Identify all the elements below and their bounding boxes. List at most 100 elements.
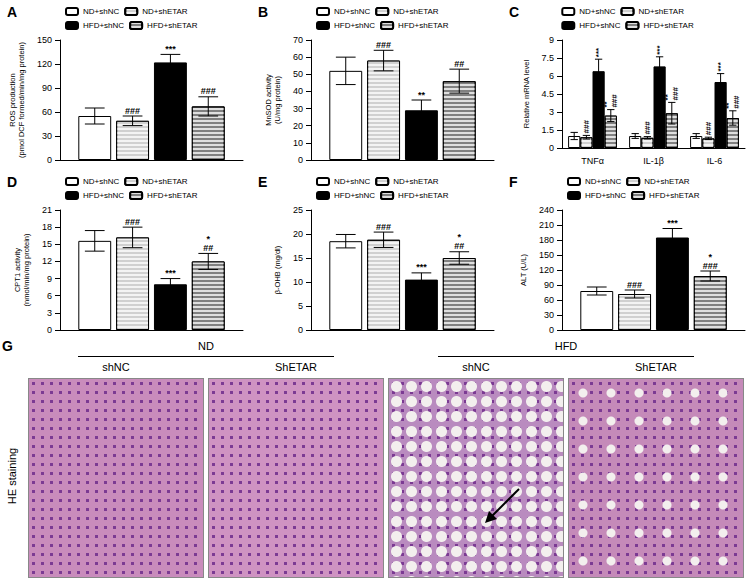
svg-text:##: ## (454, 241, 464, 251)
svg-text:150: 150 (539, 250, 554, 260)
svg-text:###: ### (125, 106, 140, 116)
svg-text:9: 9 (47, 274, 52, 284)
svg-text:IL-6: IL-6 (707, 156, 723, 166)
svg-text:ND+shETAR: ND+shETAR (142, 7, 188, 16)
svg-text:##: ## (203, 243, 213, 253)
svg-text:6: 6 (47, 291, 52, 301)
svg-text:10: 10 (293, 277, 303, 287)
svg-text:E: E (258, 174, 267, 190)
svg-text:HFD+shETAR: HFD+shETAR (147, 191, 198, 200)
svg-text:ND+shNC: ND+shNC (334, 177, 370, 186)
svg-text:A: A (7, 4, 17, 20)
svg-text:HFD+shNC: HFD+shNC (579, 21, 620, 30)
svg-text:HFD+shNC: HFD+shNC (585, 191, 626, 200)
svg-text:TNFα: TNFα (581, 156, 604, 166)
svg-text:HFD+shNC: HFD+shNC (334, 191, 375, 200)
svg-text:70: 70 (293, 35, 303, 45)
svg-text:ND+shNC: ND+shNC (83, 177, 119, 186)
svg-text:(U/mg protein): (U/mg protein) (273, 76, 282, 124)
svg-text:***: *** (416, 262, 427, 272)
svg-text:###: ### (643, 121, 652, 135)
svg-text:(nmol/min/mg protein): (nmol/min/mg protein) (22, 233, 31, 306)
svg-text:β-OHB (mg/dl): β-OHB (mg/dl) (273, 245, 282, 294)
svg-text:ND+shETAR: ND+shETAR (644, 177, 690, 186)
svg-text:3: 3 (47, 308, 52, 318)
svg-text:20: 20 (293, 229, 303, 239)
svg-text:15: 15 (42, 239, 52, 249)
svg-text:ND+shNC: ND+shNC (585, 177, 621, 186)
svg-text:20: 20 (293, 121, 303, 131)
svg-text:HFD+shETAR: HFD+shETAR (398, 191, 449, 200)
svg-text:***: *** (667, 218, 678, 228)
svg-text:0: 0 (298, 155, 303, 165)
svg-text:HFD+shNC: HFD+shNC (83, 191, 124, 200)
svg-text:HFD+shETAR: HFD+shETAR (147, 21, 198, 30)
svg-text:###: ### (732, 95, 741, 109)
svg-text:F: F (509, 174, 518, 190)
svg-text:0: 0 (549, 325, 554, 335)
svg-text:60: 60 (293, 52, 303, 62)
svg-text:0: 0 (47, 155, 52, 165)
svg-text:###: ### (125, 217, 140, 227)
svg-text:90: 90 (42, 83, 52, 93)
svg-text:C: C (509, 4, 519, 20)
svg-text:15: 15 (293, 253, 303, 263)
svg-text:18: 18 (42, 222, 52, 232)
svg-text:###: ### (610, 94, 619, 108)
svg-text:4.5: 4.5 (541, 89, 554, 99)
svg-text:150: 150 (37, 35, 52, 45)
svg-text:90: 90 (544, 280, 554, 290)
svg-text:CPT1 activity: CPT1 activity (13, 248, 22, 292)
svg-text:60: 60 (42, 107, 52, 117)
svg-text:D: D (7, 174, 17, 190)
svg-text:30: 30 (544, 310, 554, 320)
svg-text:###: ### (704, 121, 713, 135)
svg-text:7.5: 7.5 (541, 53, 554, 63)
svg-text:0: 0 (298, 325, 303, 335)
svg-text:***: *** (655, 45, 664, 55)
svg-text:HFD+shETAR: HFD+shETAR (398, 21, 449, 30)
svg-text:###: ### (376, 40, 391, 50)
svg-text:HFD+shETAR: HFD+shETAR (649, 191, 700, 200)
svg-text:0: 0 (549, 143, 554, 153)
svg-text:1.5: 1.5 (541, 125, 554, 135)
svg-text:MnSOD activity: MnSOD activity (264, 74, 273, 126)
svg-text:###: ### (671, 87, 680, 101)
svg-text:ND+shNC: ND+shNC (334, 7, 370, 16)
svg-text:40: 40 (293, 86, 303, 96)
svg-text:240: 240 (539, 205, 554, 215)
svg-text:**: ** (418, 90, 426, 100)
svg-text:30: 30 (42, 131, 52, 141)
svg-text:###: ### (376, 222, 391, 232)
svg-text:6: 6 (549, 71, 554, 81)
svg-text:3: 3 (549, 107, 554, 117)
svg-text:10: 10 (293, 138, 303, 148)
svg-text:IL-1β: IL-1β (643, 156, 664, 166)
svg-text:120: 120 (37, 59, 52, 69)
svg-text:###: ### (201, 86, 216, 96)
svg-text:ND+shETAR: ND+shETAR (639, 7, 685, 16)
svg-text:***: *** (165, 44, 176, 54)
svg-text:B: B (258, 4, 268, 20)
svg-text:HFD+shETAR: HFD+shETAR (643, 21, 694, 30)
svg-text:###: ### (703, 261, 718, 271)
svg-text:ROS production: ROS production (8, 73, 17, 126)
svg-text:12: 12 (42, 256, 52, 266)
svg-text:60: 60 (544, 295, 554, 305)
svg-text:HFD+shNC: HFD+shNC (334, 21, 375, 30)
svg-text:ND+shETAR: ND+shETAR (142, 177, 188, 186)
svg-text:120: 120 (539, 265, 554, 275)
svg-text:50: 50 (293, 69, 303, 79)
svg-text:ND+shETAR: ND+shETAR (393, 177, 439, 186)
svg-text:ALT (U/L): ALT (U/L) (519, 254, 528, 286)
svg-text:5: 5 (298, 301, 303, 311)
svg-text:30: 30 (293, 104, 303, 114)
svg-text:###: ### (627, 280, 642, 290)
svg-text:***: *** (594, 47, 603, 57)
svg-text:180: 180 (539, 235, 554, 245)
svg-text:ND+shETAR: ND+shETAR (393, 7, 439, 16)
svg-text:ND+shNC: ND+shNC (83, 7, 119, 16)
svg-text:(pmol DCF formed/min/mg protei: (pmol DCF formed/min/mg protein) (17, 42, 26, 158)
svg-text:###: ### (582, 120, 591, 134)
svg-text:21: 21 (42, 205, 52, 215)
